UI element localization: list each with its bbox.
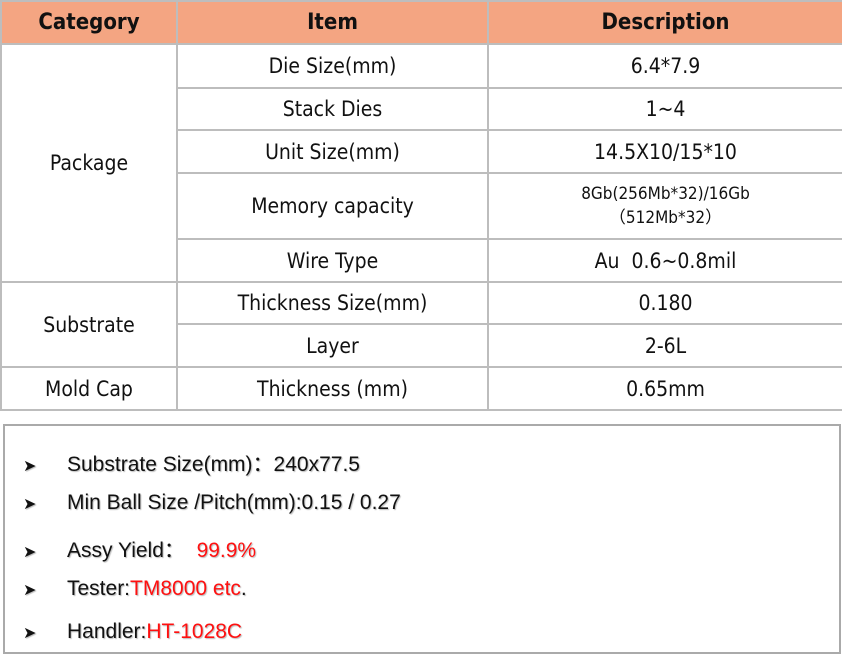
bullet-value: HT-1028C bbox=[146, 620, 243, 643]
category-cell: Mold Cap bbox=[0, 366, 178, 411]
bullet-item: ➤ Handler:HT-1028C bbox=[23, 620, 242, 644]
description-cell: 8Gb(256Mb*32)/16Gb （512Mb*32） bbox=[487, 172, 842, 240]
table-row: Wire Type Au 0.6~0.8mil bbox=[1, 238, 842, 283]
description-cell: 0.65mm bbox=[487, 366, 842, 411]
description-line: 8Gb(256Mb*32)/16Gb bbox=[581, 184, 750, 204]
bullet-label: Assy Yield： bbox=[67, 539, 197, 562]
description-cell: 0.180 bbox=[487, 281, 842, 325]
table-row: Memory capacity 8Gb(256Mb*32)/16Gb （512Mb… bbox=[1, 172, 842, 240]
spec-table: Category Item Description Package Die Si… bbox=[0, 0, 842, 411]
item-cell: Die Size(mm) bbox=[176, 43, 489, 89]
description-cell: Au 0.6~0.8mil bbox=[487, 238, 842, 283]
bullet-item: ➤ Tester:TM8000 etc. bbox=[23, 577, 247, 601]
header-row: Category Item Description bbox=[0, 0, 842, 45]
bullet-value: TM8000 etc bbox=[130, 577, 241, 600]
bullet-item: ➤ Assy Yield： 99.9% bbox=[23, 534, 256, 564]
item-cell: Memory capacity bbox=[176, 172, 489, 240]
description-cell: 6.4*7.9 bbox=[487, 43, 842, 89]
arrowhead-bullet-icon: ➤ bbox=[23, 625, 37, 642]
table-row: Layer 2-6L bbox=[1, 323, 842, 368]
bullet-value: 99.9% bbox=[196, 539, 257, 562]
category-cell: Package bbox=[0, 43, 178, 283]
arrowhead-bullet-icon: ➤ bbox=[23, 458, 37, 475]
description-cell: 2-6L bbox=[487, 323, 842, 368]
item-cell: Stack Dies bbox=[176, 87, 489, 131]
bullet-label: Substrate Size(mm)：240x77.5 bbox=[67, 453, 360, 476]
bullet-suffix: . bbox=[240, 577, 247, 600]
info-box: ➤ Substrate Size(mm)：240x77.5 ➤ Min Ball S… bbox=[3, 424, 841, 654]
table-row: Mold Cap Thickness (mm) 0.65mm bbox=[0, 366, 842, 411]
table-row: Unit Size(mm) 14.5X10/15*10 bbox=[1, 129, 842, 174]
bullet-label: Min Ball Size /Pitch(mm):0.15 / 0.27 bbox=[67, 491, 401, 514]
header-category: Category bbox=[0, 0, 178, 45]
table-row: Stack Dies 1~4 bbox=[1, 87, 842, 131]
arrowhead-bullet-icon: ➤ bbox=[23, 496, 37, 513]
bullet-label: Tester: bbox=[67, 577, 131, 600]
description-line: （512Mb*32） bbox=[608, 208, 723, 228]
bullet-item: ➤ Substrate Size(mm)：240x77.5 bbox=[23, 448, 360, 478]
header-description: Description bbox=[487, 0, 842, 45]
item-cell: Wire Type bbox=[176, 238, 489, 283]
item-cell: Thickness (mm) bbox=[176, 366, 489, 411]
item-cell: Thickness Size(mm) bbox=[176, 281, 489, 325]
description-cell: 14.5X10/15*10 bbox=[487, 129, 842, 174]
category-cell: Substrate bbox=[0, 281, 178, 368]
bullet-label: Handler: bbox=[67, 620, 147, 643]
arrowhead-bullet-icon: ➤ bbox=[23, 544, 37, 561]
description-cell: 1~4 bbox=[487, 87, 842, 131]
header-item: Item bbox=[176, 0, 489, 45]
arrowhead-bullet-icon: ➤ bbox=[23, 582, 37, 599]
item-cell: Unit Size(mm) bbox=[176, 129, 489, 174]
item-cell: Layer bbox=[176, 323, 489, 368]
bullet-item: ➤ Min Ball Size /Pitch(mm):0.15 / 0.27 bbox=[23, 491, 401, 515]
table-row: Substrate Thickness Size(mm) 0.180 bbox=[0, 281, 842, 368]
table-row: Package Die Size(mm) 6.4*7.9 bbox=[0, 43, 842, 283]
